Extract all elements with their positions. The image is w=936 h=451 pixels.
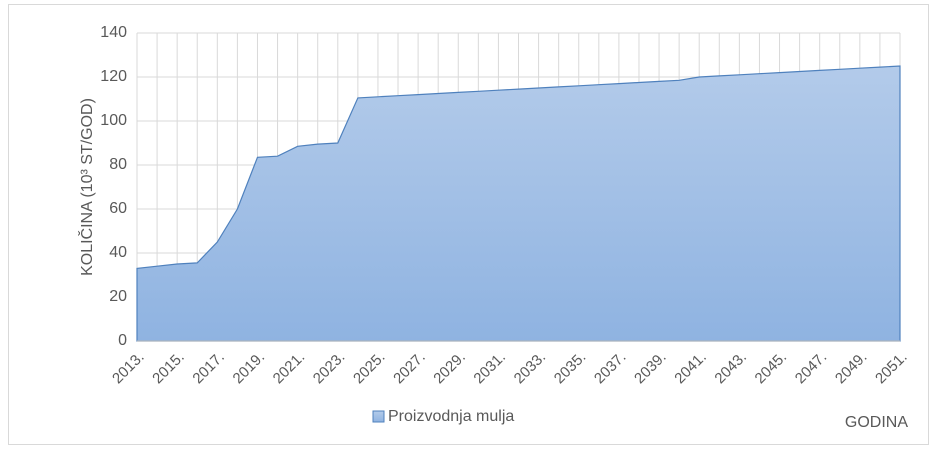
y-tick-label: 40 bbox=[109, 244, 127, 261]
y-tick-label: 80 bbox=[109, 156, 127, 173]
x-axis-label: GODINA bbox=[845, 414, 908, 431]
legend-swatch bbox=[372, 410, 385, 423]
area bbox=[136, 65, 901, 342]
y-axis-label: KOLIČINA (10³ ST/GOD) bbox=[77, 98, 96, 276]
y-tick-label: 0 bbox=[118, 332, 127, 349]
y-tick-label: 140 bbox=[100, 24, 127, 41]
legend-label: Proizvodnja mulja bbox=[388, 408, 514, 425]
y-tick-label: 120 bbox=[100, 68, 127, 85]
y-tick-label: 60 bbox=[109, 200, 127, 217]
y-tick-label: 100 bbox=[100, 112, 127, 129]
y-tick-label: 20 bbox=[109, 288, 127, 305]
